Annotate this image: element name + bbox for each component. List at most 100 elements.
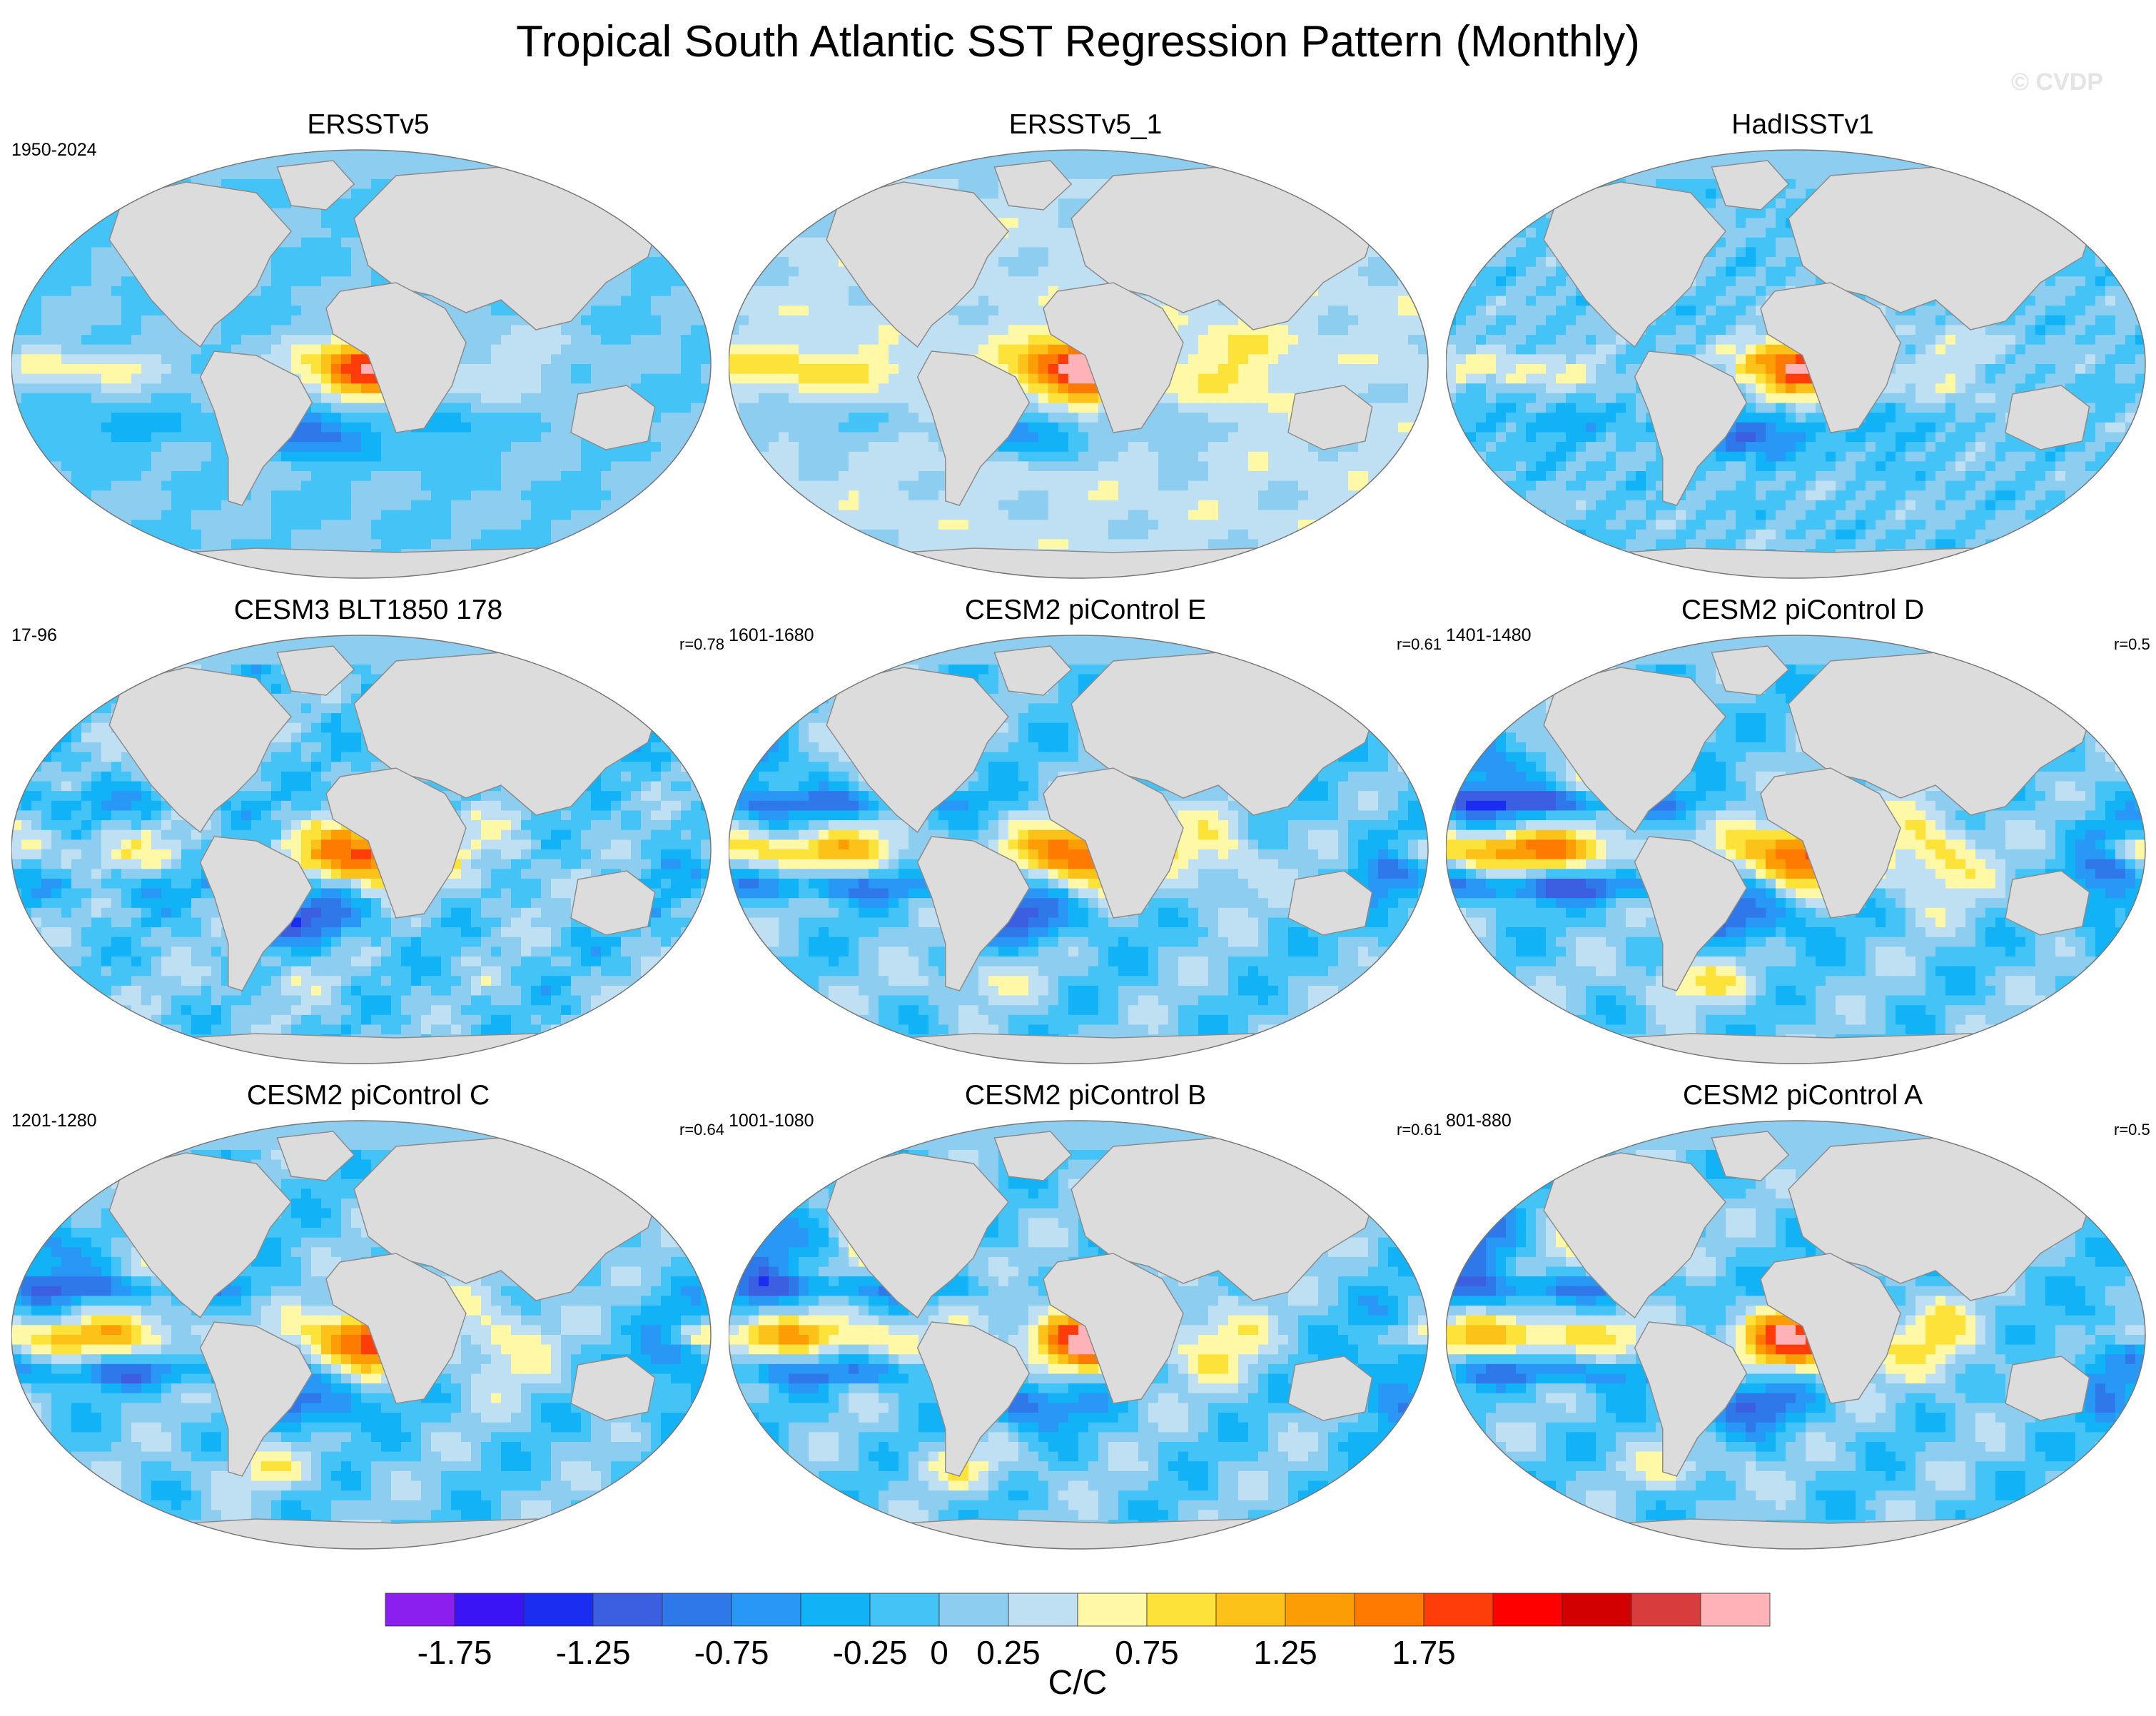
map-panel: ERSSTv5 1950-2024 <box>11 107 725 585</box>
land-mass <box>325 282 467 433</box>
colorbar-tick-label: -1.25 <box>522 1633 664 1672</box>
land-mass <box>276 1131 355 1181</box>
sst-regression-map <box>1446 1120 2146 1550</box>
colorbar-tick-label: -1.75 <box>383 1633 526 1672</box>
land-mass <box>1634 836 1748 991</box>
land-mass <box>1760 1253 1901 1404</box>
colorbar-swatch <box>1492 1593 1563 1627</box>
colorbar-swatch <box>869 1593 940 1627</box>
land-mass <box>1287 1356 1373 1421</box>
land-mass <box>1711 1131 1790 1181</box>
land-mass <box>916 836 1031 991</box>
land-mass <box>2005 385 2090 450</box>
land-mass <box>826 181 1009 348</box>
panel-title: CESM2 piControl E <box>729 592 1442 628</box>
sst-regression-map <box>11 149 712 579</box>
colorbar-swatch <box>385 1593 455 1627</box>
land-mass <box>570 870 656 936</box>
land-mass <box>1543 1152 1726 1319</box>
panel-pattern-correlation: r=0.5 <box>2114 635 2150 654</box>
panel-pattern-correlation: r=0.61 <box>1397 1121 1442 1139</box>
map-outline <box>1446 149 2146 579</box>
colorbar-tick-label: 1.25 <box>1214 1633 1357 1672</box>
land-mass <box>1543 181 1726 348</box>
colorbar-swatch <box>1146 1593 1217 1627</box>
colorbar-swatch <box>800 1593 871 1627</box>
colorbar-swatch <box>1354 1593 1424 1627</box>
map-panel: HadISSTv1 <box>1446 107 2156 585</box>
land-mass <box>1711 645 1790 696</box>
colorbar-tick-label: 0 <box>868 1633 1011 1672</box>
sst-field <box>1446 150 2145 578</box>
panel-title: HadISSTv1 <box>1446 107 2156 143</box>
colorbar-swatch <box>1700 1593 1771 1627</box>
map-panel: CESM2 piControl C 1201-1280 r=0.64 <box>11 1078 725 1556</box>
colorbar-tick-label: -0.25 <box>799 1633 941 1672</box>
sst-field <box>11 150 711 578</box>
land-mass <box>826 1152 1009 1319</box>
panel-title: CESM2 piControl A <box>1446 1078 2156 1114</box>
colorbar-tick-label: 0.75 <box>1076 1633 1218 1672</box>
panel-title: CESM2 piControl C <box>11 1078 725 1114</box>
map-outline <box>11 635 712 1064</box>
land-mass <box>831 547 1341 578</box>
land-mass <box>1043 1253 1184 1404</box>
panel-period: 1950-2024 <box>11 140 97 161</box>
colorbar-swatch <box>1215 1593 1286 1627</box>
land-mass <box>826 667 1009 834</box>
map-panel: CESM2 piControl D 1401-1480 r=0.5 <box>1446 592 2156 1071</box>
map-outline <box>11 1120 712 1550</box>
panel-period: 1401-1480 <box>1446 625 1532 646</box>
land-mass <box>831 1033 1341 1064</box>
panel-pattern-correlation: r=0.78 <box>679 635 724 654</box>
land-mass <box>1043 767 1184 919</box>
colorbar-swatch <box>1285 1593 1355 1627</box>
colorbar-tick-label: 0.25 <box>937 1633 1080 1672</box>
map-panel: CESM2 piControl B 1001-1080 r=0.61 <box>729 1078 1442 1556</box>
sst-regression-map <box>1446 149 2146 579</box>
land-mass <box>114 547 624 578</box>
panel-title: ERSSTv5_1 <box>729 107 1442 143</box>
panel-pattern-correlation: r=0.61 <box>1397 635 1442 654</box>
land-mass <box>1549 1033 2058 1064</box>
land-mass <box>199 350 313 506</box>
land-mass <box>108 181 292 348</box>
map-panel: CESM2 piControl E 1601-1680 r=0.61 <box>729 592 1442 1071</box>
panel-title: ERSSTv5 <box>11 107 725 143</box>
map-outline <box>729 149 1429 579</box>
land-mass <box>1634 350 1748 506</box>
land-mass <box>2005 870 2090 936</box>
colorbar-swatch <box>731 1593 801 1627</box>
sst-field <box>1446 1121 2145 1549</box>
sst-field <box>729 635 1428 1064</box>
land-mass <box>570 385 656 450</box>
land-mass <box>325 767 467 919</box>
map-panel: ERSSTv5_1 <box>729 107 1442 585</box>
map-outline <box>1446 635 2146 1064</box>
land-mass <box>325 1253 467 1404</box>
land-mass <box>276 645 355 696</box>
map-outline <box>729 1120 1429 1550</box>
land-mass <box>276 160 355 211</box>
map-outline <box>1446 1120 2146 1550</box>
colorbar-swatch <box>1077 1593 1148 1627</box>
land-mass <box>993 645 1073 696</box>
panel-pattern-correlation: r=0.5 <box>2114 1121 2150 1139</box>
sst-regression-map <box>11 635 712 1064</box>
map-outline <box>11 149 712 579</box>
land-mass <box>1287 385 1373 450</box>
watermark: © CVDP <box>2011 69 2103 96</box>
panel-title: CESM2 piControl D <box>1446 592 2156 628</box>
colorbar-swatch <box>1631 1593 1701 1627</box>
sst-field <box>11 635 711 1064</box>
panel-period: 1001-1080 <box>729 1111 814 1131</box>
land-mass <box>916 1321 1031 1477</box>
colorbar-swatch <box>592 1593 663 1627</box>
land-mass <box>831 1518 1341 1549</box>
land-mass <box>114 1518 624 1549</box>
colorbar-swatch <box>662 1593 732 1627</box>
land-mass <box>108 667 292 834</box>
colorbar-tick-label: 1.75 <box>1352 1633 1495 1672</box>
colorbar-unit-label: C/C <box>1006 1663 1149 1702</box>
colorbar-swatch <box>1562 1593 1632 1627</box>
